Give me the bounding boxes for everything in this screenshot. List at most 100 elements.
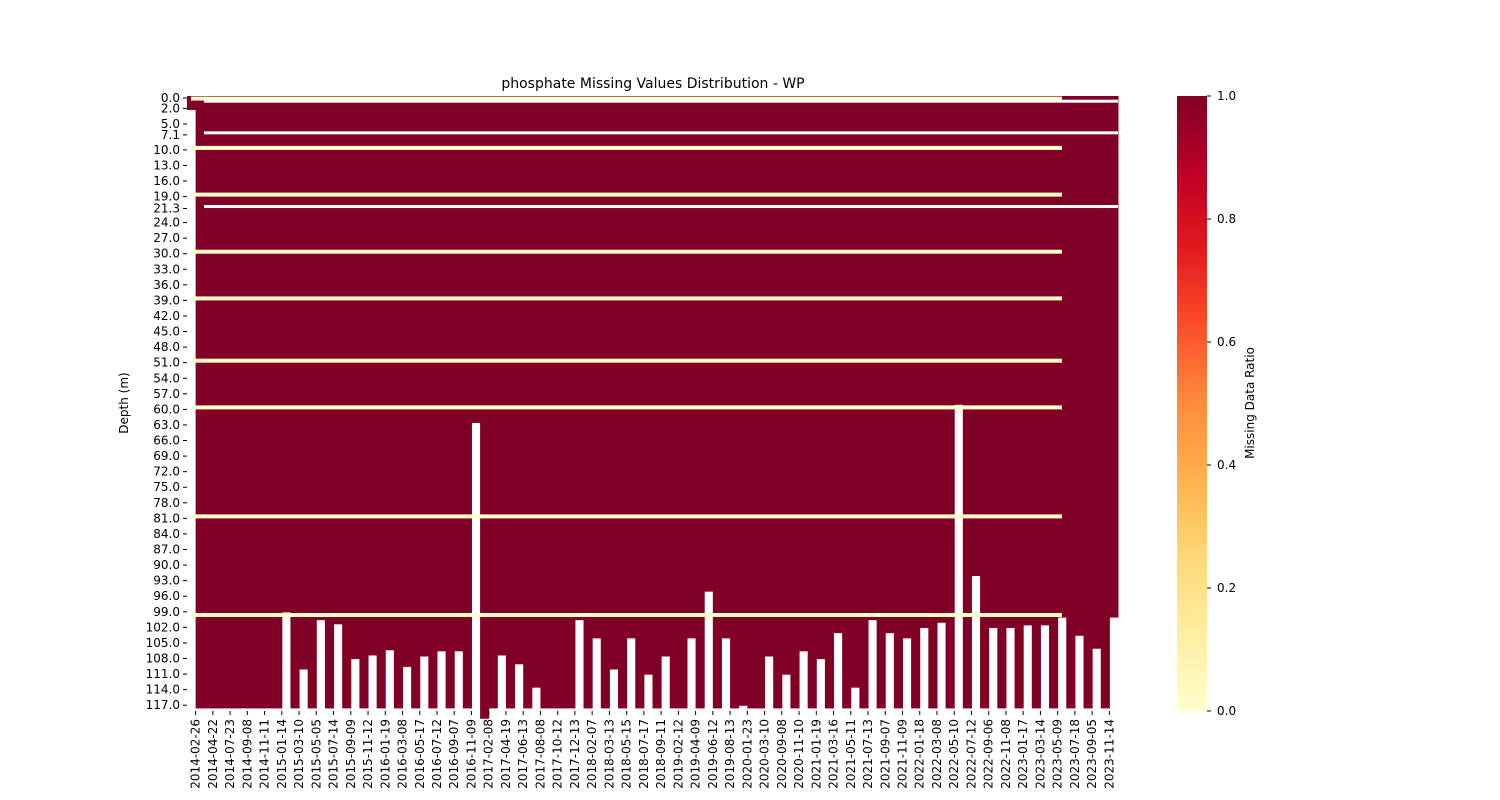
heatmap-column xyxy=(436,96,447,652)
x-tick-label: 2020-11-10 xyxy=(792,719,806,789)
heatmap-column xyxy=(971,96,981,577)
heatmap-column xyxy=(566,96,576,709)
x-tick-label: 2020-01-23 xyxy=(740,719,754,789)
colorbar-label: Missing Data Ratio xyxy=(1243,347,1257,459)
colorbar-tick-label: 0.2 xyxy=(1217,581,1236,595)
chart-title: phosphate Missing Values Distribution - … xyxy=(501,76,804,92)
heatmap-column xyxy=(781,96,791,675)
y-tick-label: 51.0 xyxy=(153,356,180,370)
x-tick-label: 2023-11-14 xyxy=(1102,719,1116,789)
x-tick-label: 2014-09-08 xyxy=(240,719,254,789)
heatmap-column xyxy=(247,96,257,709)
heatmap-gap-row xyxy=(204,205,1118,209)
y-tick-label: 13.0 xyxy=(153,158,180,172)
y-tick-label: 78.0 xyxy=(153,496,180,510)
y-tick-label: 114.0 xyxy=(146,683,180,697)
y-tick-label: 66.0 xyxy=(153,434,180,448)
x-tick-label: 2022-11-08 xyxy=(999,719,1013,789)
heatmap-column xyxy=(859,96,869,709)
x-tick-label: 2021-11-09 xyxy=(895,719,909,789)
y-tick-label: 24.0 xyxy=(153,216,180,230)
x-tick-label: 2016-01-19 xyxy=(378,719,392,789)
heatmap-column xyxy=(411,96,421,709)
x-tick-label: 2022-03-08 xyxy=(930,719,944,789)
y-tick-label: 96.0 xyxy=(153,589,180,603)
heatmap-column xyxy=(807,96,817,709)
x-tick-label: 2015-05-05 xyxy=(309,719,323,789)
heatmap-column xyxy=(549,96,559,709)
y-tick-label: 30.0 xyxy=(153,247,180,261)
x-tick-label: 2023-07-18 xyxy=(1068,719,1082,789)
heatmap-column xyxy=(618,96,628,709)
heatmap-column xyxy=(755,96,766,709)
y-tick-label: 108.0 xyxy=(146,652,180,666)
heatmap-present-row xyxy=(191,192,1062,197)
colorbar-ticks: 0.0 0.2 0.4 0.6 0.8 1.0 xyxy=(1207,89,1236,718)
y-tick-label: 99.0 xyxy=(153,605,180,619)
heatmap-column xyxy=(419,96,429,657)
y-tick-label: 90.0 xyxy=(153,558,180,572)
heatmap-column xyxy=(376,96,386,709)
x-tick-label: 2021-09-07 xyxy=(878,719,892,789)
x-tick-label: 2021-01-19 xyxy=(809,719,823,789)
y-tick-label: 7.1 xyxy=(161,128,180,142)
x-tick-label: 2021-07-13 xyxy=(861,719,875,789)
x-tick-label: 2019-02-12 xyxy=(671,719,685,789)
heatmap-column xyxy=(368,96,378,656)
heatmap-column xyxy=(221,96,231,709)
x-tick-label: 2023-05-09 xyxy=(1051,719,1065,789)
x-tick-label: 2018-09-11 xyxy=(654,719,668,789)
x-tick-label: 2016-03-08 xyxy=(396,719,410,789)
y-tick-label: 84.0 xyxy=(153,527,180,541)
y-tick-label: 27.0 xyxy=(153,231,180,245)
y-tick-label: 111.0 xyxy=(146,667,180,681)
y-tick-label: 57.0 xyxy=(153,387,180,401)
heatmap-column xyxy=(893,96,903,709)
heatmap-column xyxy=(238,96,248,709)
heatmap-column xyxy=(402,96,412,667)
heatmap-column xyxy=(704,96,714,592)
heatmap-column xyxy=(911,96,921,709)
heatmap-column xyxy=(686,96,697,639)
y-axis-ticks: 0.02.0 5.07.110.013.0 16.0 19.021.324.027.0… xyxy=(146,91,187,712)
heatmap-column xyxy=(635,96,645,709)
colorbar-tick-label: 1.0 xyxy=(1217,89,1236,103)
heatmap-column xyxy=(695,96,705,709)
y-tick-label: 81.0 xyxy=(153,511,180,525)
colorbar xyxy=(1177,96,1207,711)
heatmap-column xyxy=(204,96,214,709)
heatmap-column xyxy=(1031,96,1041,709)
y-tick-label: 0.0 xyxy=(161,91,180,105)
heatmap-column xyxy=(652,96,662,709)
x-tick-label: 2023-09-05 xyxy=(1085,719,1099,789)
heatmap-column xyxy=(600,96,610,709)
x-tick-label: 2017-04-19 xyxy=(499,719,513,789)
heatmap-column xyxy=(661,96,671,657)
x-tick-label: 2023-01-17 xyxy=(1016,719,1030,789)
heatmap-column xyxy=(609,96,619,670)
heatmap-column xyxy=(350,96,360,660)
heatmap-column xyxy=(626,96,636,639)
heatmap-column xyxy=(738,96,748,706)
heatmap-column xyxy=(471,96,481,423)
y-tick-label: 63.0 xyxy=(153,418,180,432)
y-tick-label: 102.0 xyxy=(146,620,180,634)
x-tick-label: 2016-07-12 xyxy=(430,719,444,789)
heatmap-column xyxy=(497,96,507,656)
heatmap-column xyxy=(531,96,541,688)
heatmap-column xyxy=(316,96,326,621)
heatmap-column xyxy=(1066,96,1076,709)
x-tick-label: 2022-05-10 xyxy=(947,719,961,789)
heatmap-column xyxy=(1092,96,1102,649)
heatmap-column xyxy=(393,96,404,709)
x-tick-label: 2020-03-10 xyxy=(758,719,772,789)
heatmap-column xyxy=(195,96,205,709)
heatmap-column xyxy=(574,96,585,621)
y-tick-label: 19.0 xyxy=(153,190,180,204)
heatmap-column xyxy=(255,96,266,709)
heatmap-column xyxy=(462,96,472,709)
x-tick-label: 2014-02-26 xyxy=(189,719,203,789)
heatmap-column xyxy=(799,96,809,652)
heatmap-present-row xyxy=(191,358,1062,363)
heatmap-column xyxy=(842,96,852,709)
